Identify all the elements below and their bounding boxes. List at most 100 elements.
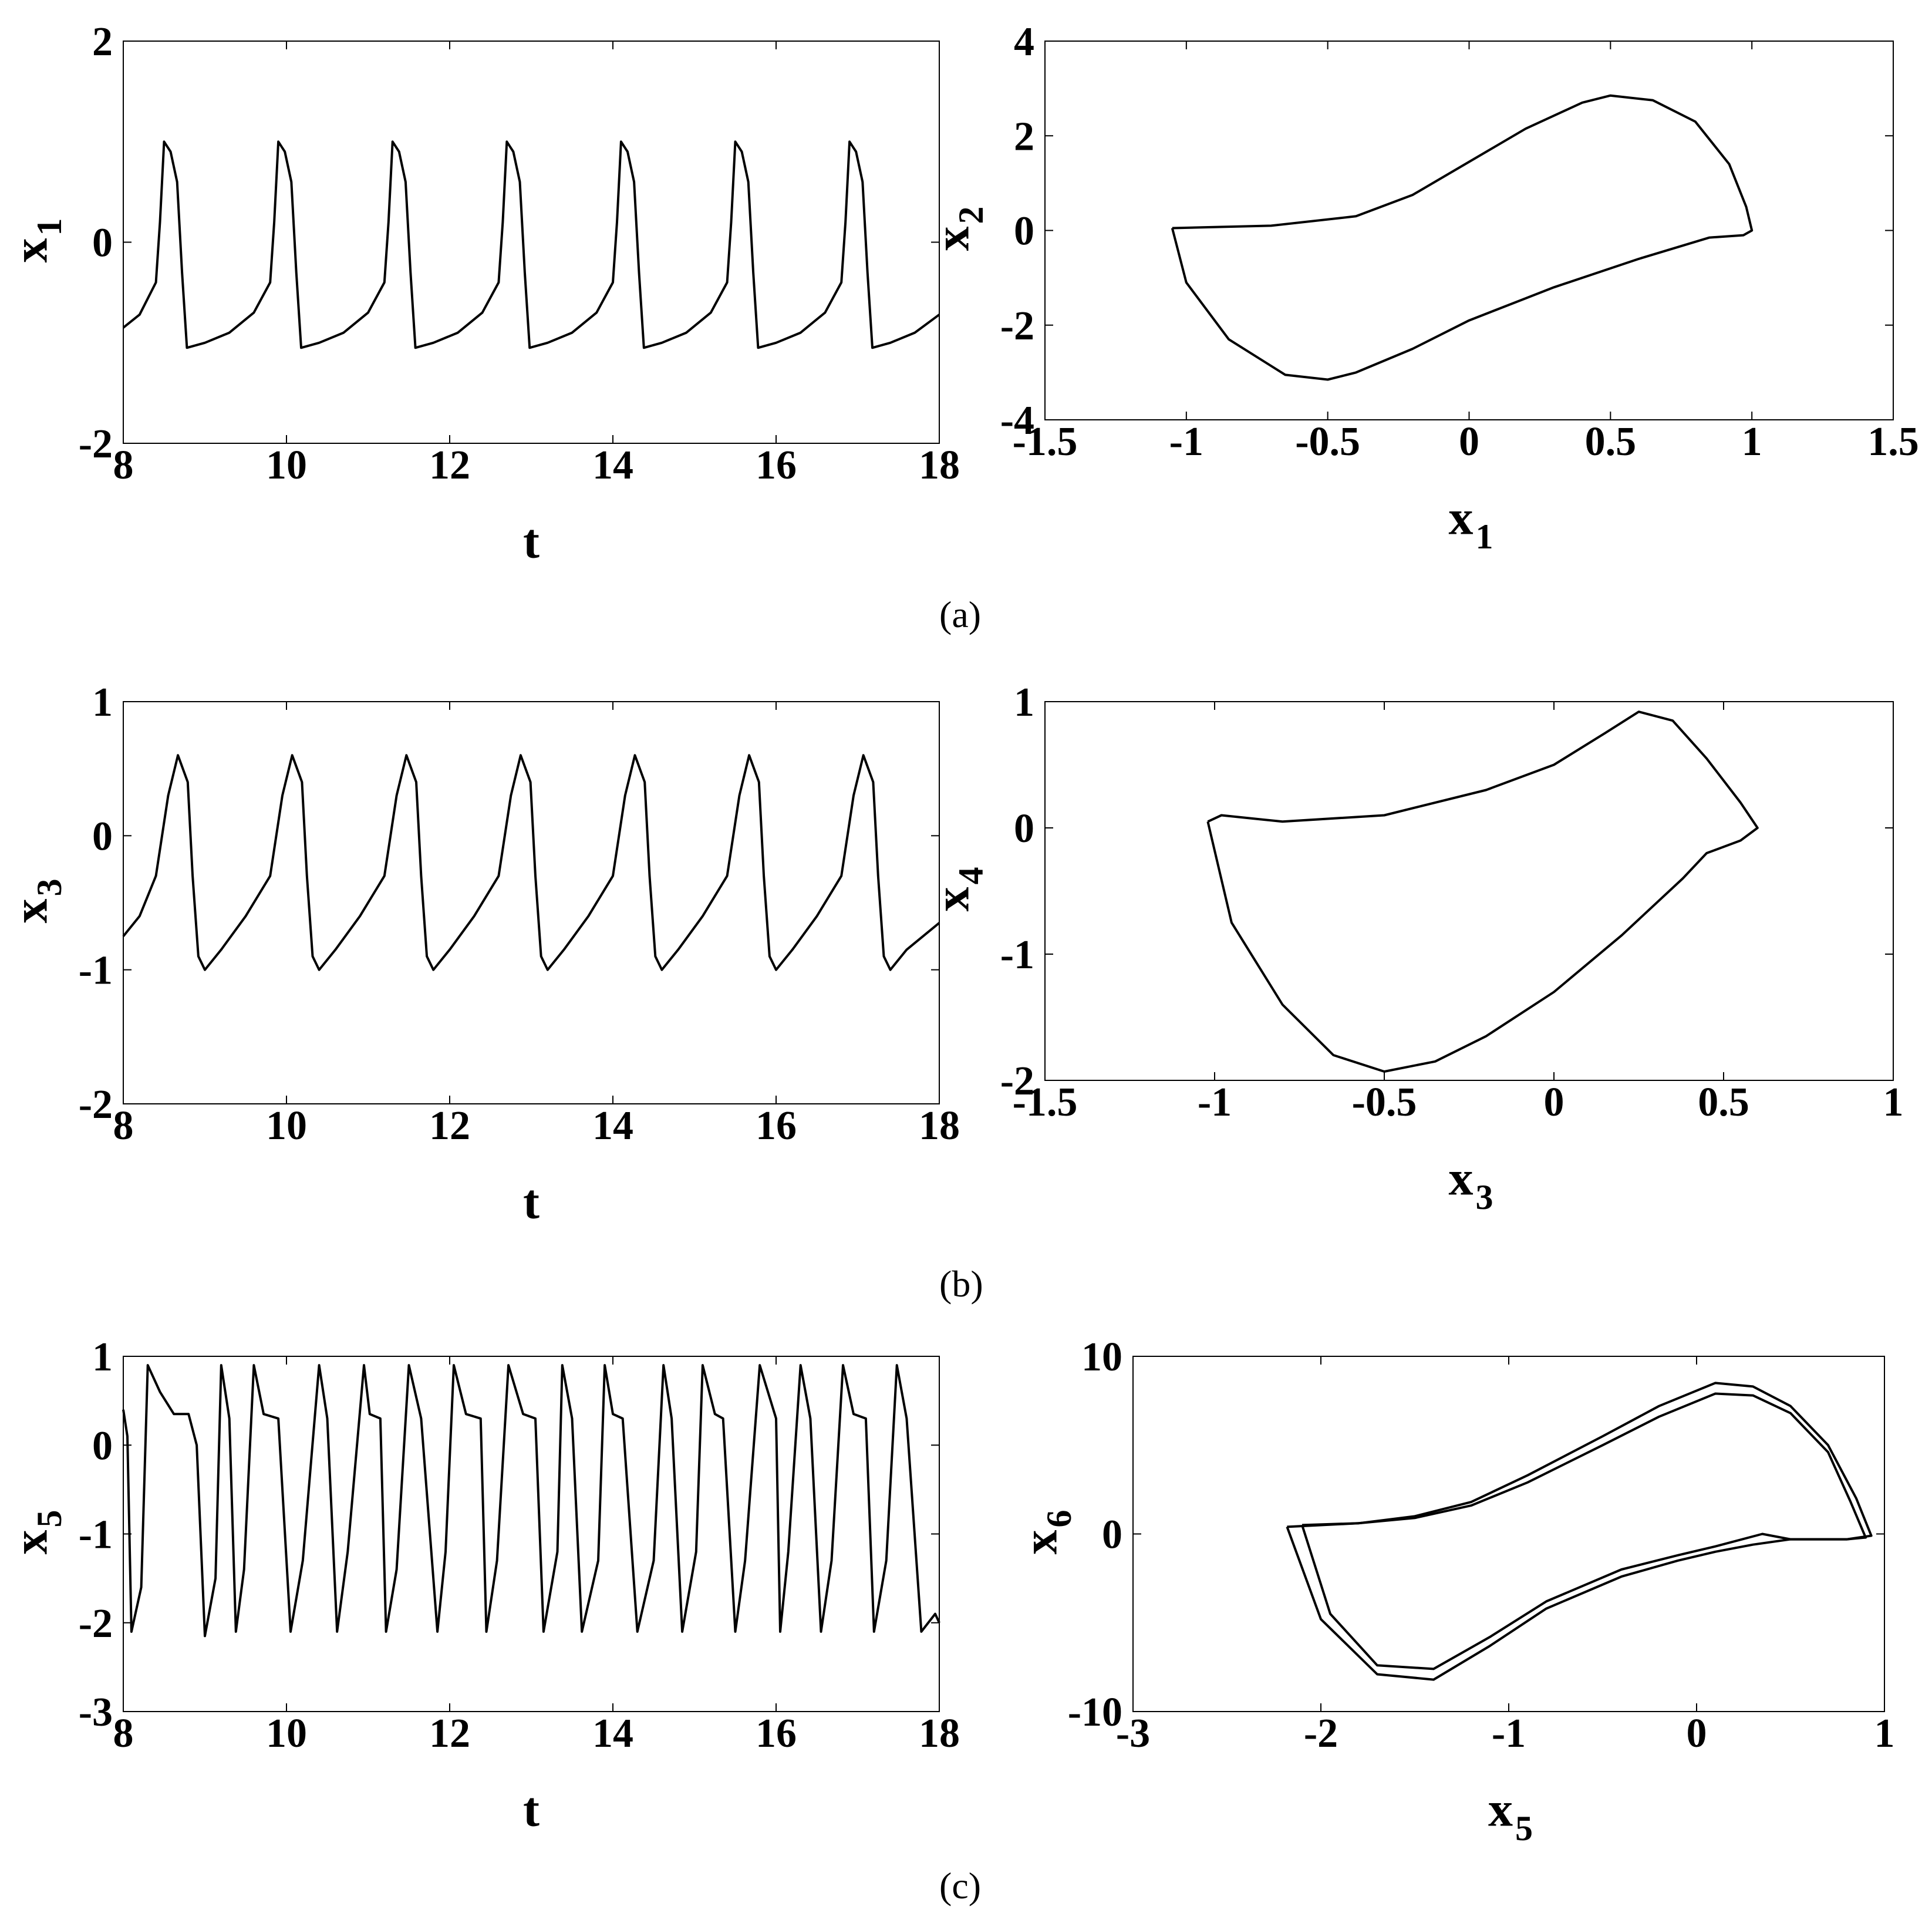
x-tick-label: 18 (919, 1103, 960, 1148)
x-tick-label: 12 (429, 443, 470, 488)
plot-frame (123, 41, 940, 444)
series-line-1 (122, 1364, 940, 1638)
y-tick-label: -2 (1000, 1059, 1034, 1104)
y-tick-label: -10 (1068, 1690, 1122, 1735)
y-tick-label: 2 (92, 19, 113, 65)
x-tick-label: -1 (1169, 419, 1203, 464)
x-tick-label: 10 (266, 443, 307, 488)
y-axis-label: x1 (3, 218, 68, 263)
y-tick-label: -1 (79, 1513, 113, 1558)
y-tick-label: 0 (1102, 1513, 1122, 1558)
x-axis-label-main: x (1449, 490, 1474, 545)
x-tick-label: 8 (113, 443, 134, 488)
x-tick-label: 18 (919, 443, 960, 488)
y-axis-label-main: x (3, 238, 58, 263)
x-axis-label: t (523, 1174, 540, 1229)
x-tick-label: 1 (1883, 1080, 1904, 1125)
x-tick-label: 0 (1687, 1711, 1707, 1756)
x-tick-label: 14 (592, 1103, 633, 1148)
x-axis-label-sub: 1 (1476, 517, 1493, 556)
x-axis-label-sub: 3 (1476, 1178, 1493, 1217)
x-tick-label: 8 (113, 1711, 134, 1756)
y-tick-label: 0 (92, 1423, 113, 1468)
x-axis-label-main: x (1488, 1782, 1513, 1837)
x-tick-label: 14 (592, 443, 633, 488)
x-tick-label: 10 (266, 1711, 307, 1756)
y-tick-label: -2 (79, 1601, 113, 1646)
y-axis-label-sub: 3 (30, 879, 69, 897)
x-tick-label: 1 (1742, 419, 1762, 464)
y-tick-label: 1 (1014, 680, 1034, 725)
y-tick-label: 2 (1014, 114, 1034, 159)
x-tick-label: -0.5 (1352, 1080, 1417, 1125)
x-tick-label: -1.5 (1013, 1080, 1078, 1125)
y-tick-label: -3 (79, 1690, 113, 1735)
y-tick-label: 0 (1014, 209, 1034, 254)
y-axis-label: x2 (925, 207, 990, 251)
y-tick-label: 0 (1014, 806, 1034, 851)
x-axis-label-text: t (523, 514, 540, 568)
plot-frame (1044, 701, 1894, 1081)
panel-label-c: (c) (939, 1865, 982, 1906)
panel-label-a: (a) (939, 594, 982, 635)
x-tick-label: -3 (1116, 1711, 1150, 1756)
x-tick-label: 1.5 (1867, 419, 1919, 464)
y-tick-label: -2 (79, 1082, 113, 1127)
x-axis-label-text: t (523, 1174, 540, 1229)
y-tick-label: -2 (1000, 304, 1034, 349)
plot-frame (1132, 1356, 1885, 1712)
x-tick-label: 0.5 (1585, 419, 1637, 464)
y-tick-label: 0 (92, 221, 113, 266)
y-axis-label: x4 (925, 867, 990, 912)
y-axis-label-main: x (3, 899, 58, 924)
x-tick-label: 14 (592, 1711, 633, 1756)
panel-label-b: (b) (939, 1263, 983, 1305)
y-axis-label-sub: 1 (30, 218, 69, 236)
x-tick-label: 16 (756, 1711, 797, 1756)
x-tick-label: 12 (429, 1711, 470, 1756)
x-axis-label-main: x (1449, 1151, 1474, 1205)
y-axis-label-main: x (3, 1530, 58, 1555)
y-axis-label-sub: 2 (952, 207, 990, 224)
series-line-1 (122, 754, 940, 971)
x-tick-label: 10 (266, 1103, 307, 1148)
y-axis-label: x3 (3, 879, 68, 924)
plot-frame (123, 701, 940, 1104)
x-tick-label: -0.5 (1295, 419, 1360, 464)
y-tick-label: -1 (79, 948, 113, 993)
y-axis-label-sub: 5 (30, 1510, 69, 1528)
x-tick-label: 0.5 (1698, 1080, 1749, 1125)
x-tick-label: -2 (1304, 1711, 1338, 1756)
y-tick-label: -4 (1000, 398, 1034, 443)
x-axis-label-text: t (523, 1782, 540, 1837)
y-tick-label: 10 (1081, 1335, 1122, 1380)
x-tick-label: 1 (1874, 1711, 1895, 1756)
x-tick-label: -1 (1198, 1080, 1232, 1125)
x-tick-label: 12 (429, 1103, 470, 1148)
x-tick-label: -1.5 (1013, 419, 1078, 464)
y-tick-label: -1 (1000, 932, 1034, 978)
y-axis-label-main: x (1013, 1530, 1067, 1555)
series-line-1 (1301, 1392, 1867, 1670)
x-axis-label-sub: 5 (1515, 1809, 1533, 1848)
x-tick-label: 0 (1459, 419, 1479, 464)
series-line-1 (122, 140, 940, 349)
y-tick-label: -2 (79, 422, 113, 467)
series-line-2 (1286, 1382, 1873, 1681)
y-tick-label: 0 (92, 814, 113, 859)
x-axis-label: t (523, 1782, 540, 1837)
x-tick-label: 18 (919, 1711, 960, 1756)
y-axis-label: x6 (1013, 1510, 1078, 1555)
y-axis-label-main: x (925, 227, 979, 251)
series-line-1 (1206, 710, 1759, 1073)
y-tick-label: 4 (1014, 19, 1034, 65)
